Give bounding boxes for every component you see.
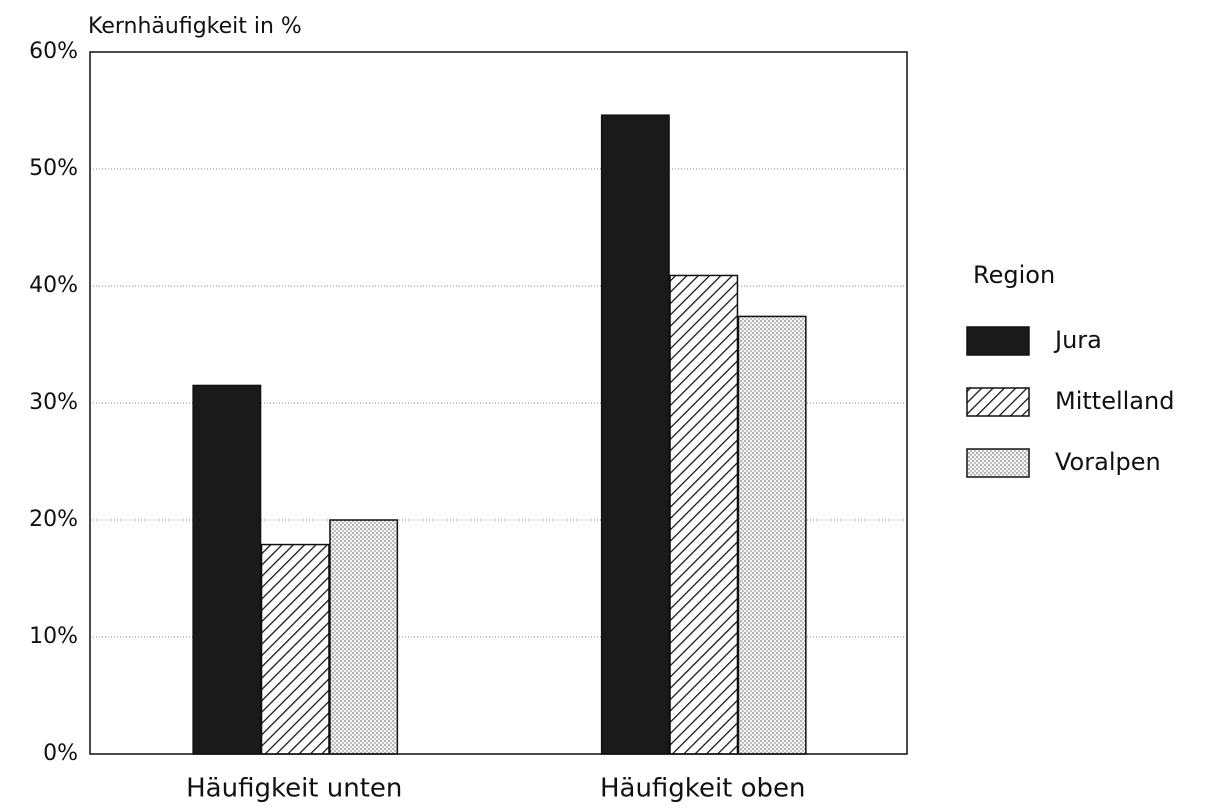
- legend-label: Mittelland: [1055, 387, 1174, 415]
- y-tick-label: 40%: [29, 273, 78, 298]
- bar: [600, 114, 670, 755]
- y-axis-label: Kernhäufigkeit in %: [88, 14, 302, 39]
- x-tick-label: Häufigkeit oben: [600, 774, 806, 804]
- bar: [737, 315, 807, 755]
- legend-label: Jura: [1053, 326, 1102, 354]
- plot-frame: [89, 51, 908, 755]
- y-tick-label: 0%: [43, 741, 78, 766]
- y-tick-label: 20%: [29, 507, 78, 532]
- bar: [669, 274, 739, 755]
- bar: [192, 384, 262, 755]
- legend-swatch: [966, 387, 1030, 417]
- legend-label: Voralpen: [1055, 448, 1161, 476]
- y-tick-label: 30%: [29, 390, 78, 415]
- bar: [260, 543, 330, 755]
- bar: [329, 519, 399, 755]
- legend-title: Region: [973, 261, 1055, 289]
- y-tick-label: 50%: [29, 156, 78, 181]
- legend-swatch: [966, 448, 1030, 478]
- y-tick-label: 10%: [29, 624, 78, 649]
- legend-swatch: [966, 326, 1030, 356]
- y-tick-label: 60%: [29, 39, 78, 64]
- x-tick-label: Häufigkeit unten: [186, 774, 402, 804]
